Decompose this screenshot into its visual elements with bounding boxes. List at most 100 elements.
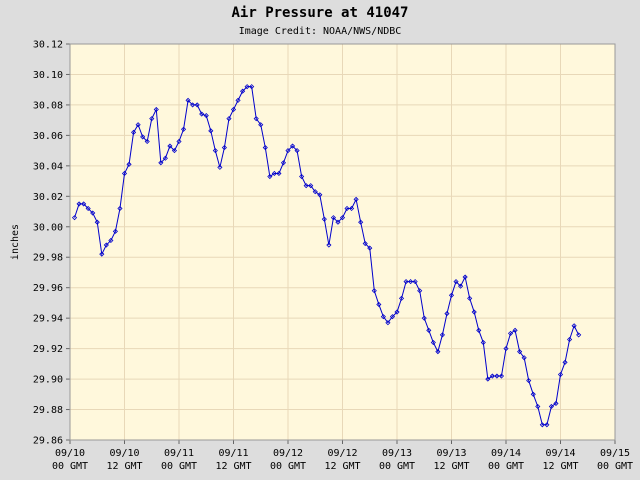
data-point — [303, 183, 309, 189]
x-tick-label: 09/12 — [273, 448, 303, 459]
data-point — [339, 215, 346, 221]
data-point — [112, 228, 118, 234]
data-point — [321, 216, 327, 222]
data-point — [253, 116, 259, 122]
data-point — [458, 283, 464, 289]
data-point — [498, 373, 505, 379]
data-point — [376, 301, 382, 308]
data-point — [394, 309, 400, 315]
chart-title: Air Pressure at 41047 — [231, 5, 408, 21]
data-point — [126, 161, 132, 167]
data-point — [235, 97, 241, 103]
data-point — [485, 376, 491, 382]
y-tick-label: 29.92 — [33, 344, 63, 355]
data-point — [408, 279, 414, 285]
data-point — [276, 170, 282, 177]
data-point — [426, 327, 432, 333]
data-point — [285, 148, 291, 154]
data-point — [103, 242, 109, 248]
data-point — [203, 113, 209, 119]
data-point — [258, 122, 264, 128]
data-point — [299, 173, 305, 180]
x-tick-label: 12 GMT — [542, 461, 578, 472]
data-point — [217, 164, 223, 170]
y-tick-label: 30.06 — [33, 131, 63, 142]
data-point — [517, 349, 523, 355]
x-tick-label: 00 GMT — [52, 461, 88, 472]
data-point — [535, 403, 541, 410]
data-point — [444, 311, 450, 317]
data-point — [462, 274, 468, 280]
data-point — [244, 84, 250, 90]
data-point — [180, 126, 187, 132]
data-point — [503, 346, 509, 352]
data-point — [289, 143, 296, 149]
data-point — [108, 237, 114, 244]
data-point — [117, 205, 123, 212]
data-point — [512, 327, 518, 333]
data-point — [344, 205, 350, 212]
y-tick-label: 29.86 — [33, 436, 63, 447]
data-point — [389, 314, 396, 320]
y-tick-label: 30.12 — [33, 40, 63, 51]
data-point — [153, 106, 159, 113]
x-tick-label: 09/13 — [382, 448, 412, 459]
data-point — [149, 116, 155, 122]
data-point — [448, 292, 455, 298]
data-point — [99, 251, 105, 257]
y-tick-label: 29.98 — [33, 253, 63, 264]
data-point — [467, 295, 473, 301]
data-point — [471, 309, 477, 315]
y-tick-label: 29.96 — [33, 283, 63, 294]
data-point — [530, 391, 536, 397]
data-point — [199, 111, 205, 117]
x-tick-label: 00 GMT — [161, 461, 197, 472]
data-point — [576, 332, 582, 338]
x-tick-label: 09/13 — [436, 448, 466, 459]
data-point — [76, 201, 82, 207]
data-point — [544, 422, 550, 428]
data-point — [121, 170, 128, 177]
x-tick-label: 00 GMT — [488, 461, 524, 472]
x-tick-label: 12 GMT — [215, 461, 251, 472]
x-tick-label: 12 GMT — [324, 461, 360, 472]
x-tick-label: 00 GMT — [270, 461, 306, 472]
data-point — [308, 183, 314, 189]
data-point — [194, 102, 200, 108]
x-tick-label: 09/12 — [327, 448, 357, 459]
data-point — [212, 148, 218, 154]
data-point — [439, 332, 445, 338]
y-tick-label: 29.90 — [33, 375, 63, 386]
data-point — [230, 106, 237, 113]
data-point — [176, 138, 182, 145]
x-tick-label: 09/11 — [218, 448, 248, 459]
x-tick-label: 09/15 — [600, 448, 630, 459]
y-tick-label: 30.04 — [33, 161, 63, 172]
data-point — [562, 359, 568, 365]
data-point — [489, 373, 495, 379]
data-point — [571, 323, 577, 329]
data-point — [539, 422, 545, 428]
y-tick-label: 30.10 — [33, 70, 63, 81]
x-tick-label: 09/14 — [545, 448, 575, 459]
data-point — [317, 192, 323, 198]
data-point — [521, 355, 527, 361]
data-point — [249, 84, 255, 90]
data-point — [280, 160, 287, 166]
data-point — [430, 339, 436, 346]
data-point — [240, 88, 246, 94]
data-point — [403, 279, 409, 285]
data-point — [140, 134, 146, 140]
data-point — [144, 138, 150, 145]
data-point — [385, 320, 391, 326]
data-point — [380, 314, 386, 320]
data-point — [294, 148, 300, 154]
data-point — [190, 102, 196, 108]
data-point — [553, 400, 559, 407]
data-point — [494, 373, 500, 379]
data-point — [353, 196, 359, 202]
data-point — [567, 336, 573, 343]
data-point — [85, 205, 91, 212]
data-point — [335, 219, 341, 225]
